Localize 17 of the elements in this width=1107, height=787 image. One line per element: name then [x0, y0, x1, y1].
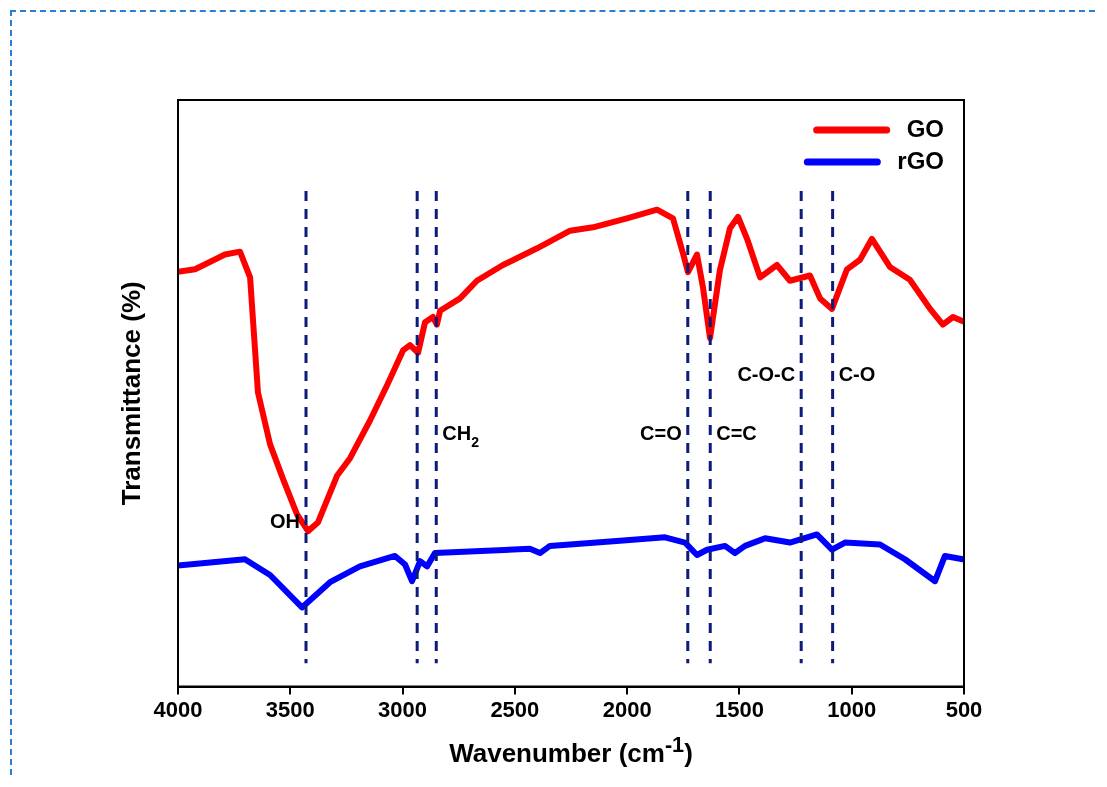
ref-line-label: C=O [640, 421, 682, 444]
x-tick-label: 500 [945, 696, 983, 722]
legend-label: rGO [897, 146, 945, 174]
ref-line-label: C=C [716, 421, 757, 444]
x-tick-label: 3000 [378, 696, 428, 722]
legend-label: GO [906, 114, 945, 142]
x-tick-label: 1500 [714, 696, 764, 722]
x-tick-label: 2000 [602, 696, 652, 722]
x-tick-label: 3500 [265, 696, 315, 722]
x-tick-label: 2500 [490, 696, 540, 722]
ref-line-label: OH [270, 509, 301, 532]
y-axis-title: Transmittance (%) [116, 281, 147, 506]
x-tick-label: 4000 [153, 696, 203, 722]
ref-line-label: C-O [838, 363, 876, 386]
x-tick-label: 1000 [827, 696, 877, 722]
x-axis-title: Wavenumber (cm$^{-1}$) [448, 732, 694, 769]
ref-line-label: C-O-C [737, 363, 796, 386]
